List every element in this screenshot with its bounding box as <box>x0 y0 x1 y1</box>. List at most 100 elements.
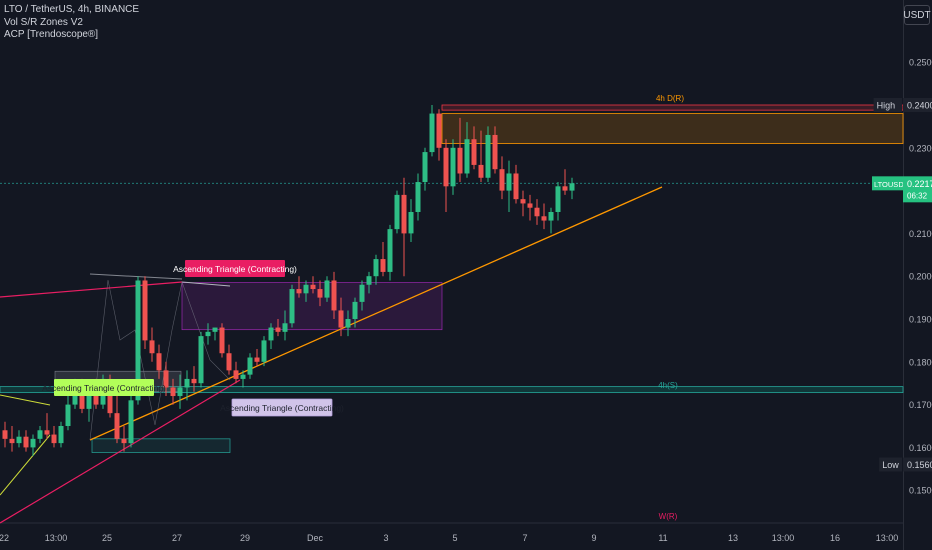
candle <box>352 297 358 328</box>
candle-body <box>422 152 428 183</box>
candle <box>569 177 575 200</box>
candle <box>338 297 344 337</box>
candle <box>2 421 8 448</box>
trendline-lime-2 <box>0 434 51 496</box>
candle-body <box>121 438 127 444</box>
low-price-tag-label: Low <box>882 460 899 470</box>
high-price-tag-value-bg <box>903 98 932 112</box>
candle <box>548 207 554 234</box>
candle <box>303 280 309 302</box>
candle-body <box>471 139 477 165</box>
candle <box>317 280 323 307</box>
candle-body <box>142 280 148 341</box>
candle-body <box>415 182 421 212</box>
candle <box>114 396 120 444</box>
candle <box>429 105 435 157</box>
candle-body <box>569 183 575 191</box>
candle-body <box>429 113 435 153</box>
candle <box>170 378 176 405</box>
candle <box>506 160 512 212</box>
candle-body <box>366 276 372 285</box>
candle-body <box>331 280 337 311</box>
candle-body <box>212 327 218 332</box>
last-symbol-label: LTOUSDT <box>874 180 909 189</box>
trendline-orange <box>89 186 663 441</box>
indicator-vol-sr-zones[interactable]: Vol S/R Zones V2 <box>4 16 83 28</box>
candle-body <box>135 280 141 401</box>
candle <box>205 323 211 345</box>
candle-body <box>338 310 344 328</box>
weekly-r-label: W(R) <box>659 512 678 521</box>
candle-body <box>2 430 8 439</box>
candle <box>394 190 400 234</box>
pattern-label-1-text: Ascending Triangle (Contracting) <box>173 264 297 274</box>
currency-button[interactable]: USDT <box>903 5 931 25</box>
price-axis-separator <box>903 0 904 550</box>
candle <box>23 430 29 452</box>
candle-body <box>79 383 85 409</box>
low-price-tag-value-bg <box>903 457 932 472</box>
candle-body <box>394 194 400 230</box>
chart-legend: LTO / TetherUS, 4h, BINANCE Vol S/R Zone… <box>4 4 139 42</box>
candle-body <box>205 331 211 337</box>
candle-body <box>30 438 36 448</box>
x-tick-label: 13:00 <box>876 533 899 543</box>
candle-body <box>226 353 232 371</box>
pattern-label-2-text: Ascending Triangle (Contracting) <box>220 403 344 413</box>
last-value-bg <box>903 176 932 203</box>
candle-body <box>352 301 358 319</box>
candle-body <box>177 387 183 397</box>
candle-body <box>562 186 568 191</box>
x-tick-label: 25 <box>102 533 112 543</box>
candle <box>485 126 491 183</box>
triangle-upper-edge <box>181 281 231 287</box>
candle <box>345 310 351 337</box>
candle-body <box>170 387 176 397</box>
candle <box>121 426 127 452</box>
candle <box>240 370 246 388</box>
candle-body <box>499 169 505 191</box>
indicator-acp[interactable]: ACP [Trendoscope®] <box>4 29 99 40</box>
candle-body <box>387 229 393 272</box>
pattern-label-1-bg <box>185 260 285 277</box>
resistance-zone-top <box>441 104 904 111</box>
candle <box>457 117 463 183</box>
candle-body <box>282 323 288 332</box>
candle-body <box>436 113 442 148</box>
candle <box>464 122 470 178</box>
candle-body <box>324 280 330 298</box>
last-symbol-bg <box>872 176 903 191</box>
candle-body <box>359 284 365 302</box>
candle <box>275 319 281 337</box>
candle-body <box>86 391 92 409</box>
candle-body <box>163 370 169 388</box>
x-tick-label: 16 <box>830 533 840 543</box>
candle-body <box>527 203 533 208</box>
candle <box>233 361 239 384</box>
high-price-tag: High 0.2400 <box>873 98 932 112</box>
candle-body <box>450 147 456 187</box>
candle <box>191 366 197 392</box>
x-tick-label: 3 <box>383 533 388 543</box>
symbol-title[interactable]: LTO / TetherUS, 4h, BINANCE <box>4 4 140 15</box>
candle <box>324 276 330 302</box>
candle-body <box>513 173 519 200</box>
candle-body <box>240 374 246 379</box>
candle <box>261 336 267 367</box>
x-tick-label: 13:00 <box>772 533 795 543</box>
x-tick-label: 13:00 <box>45 533 68 543</box>
candle-body <box>65 404 71 426</box>
candle-body <box>9 438 15 444</box>
candle <box>65 396 71 431</box>
candle-body <box>380 259 386 272</box>
candle-body <box>534 207 540 217</box>
candle-body <box>107 378 113 414</box>
pattern-label-2: Ascending Triangle (Contracting) <box>220 398 344 417</box>
x-tick-label: 7 <box>522 533 527 543</box>
